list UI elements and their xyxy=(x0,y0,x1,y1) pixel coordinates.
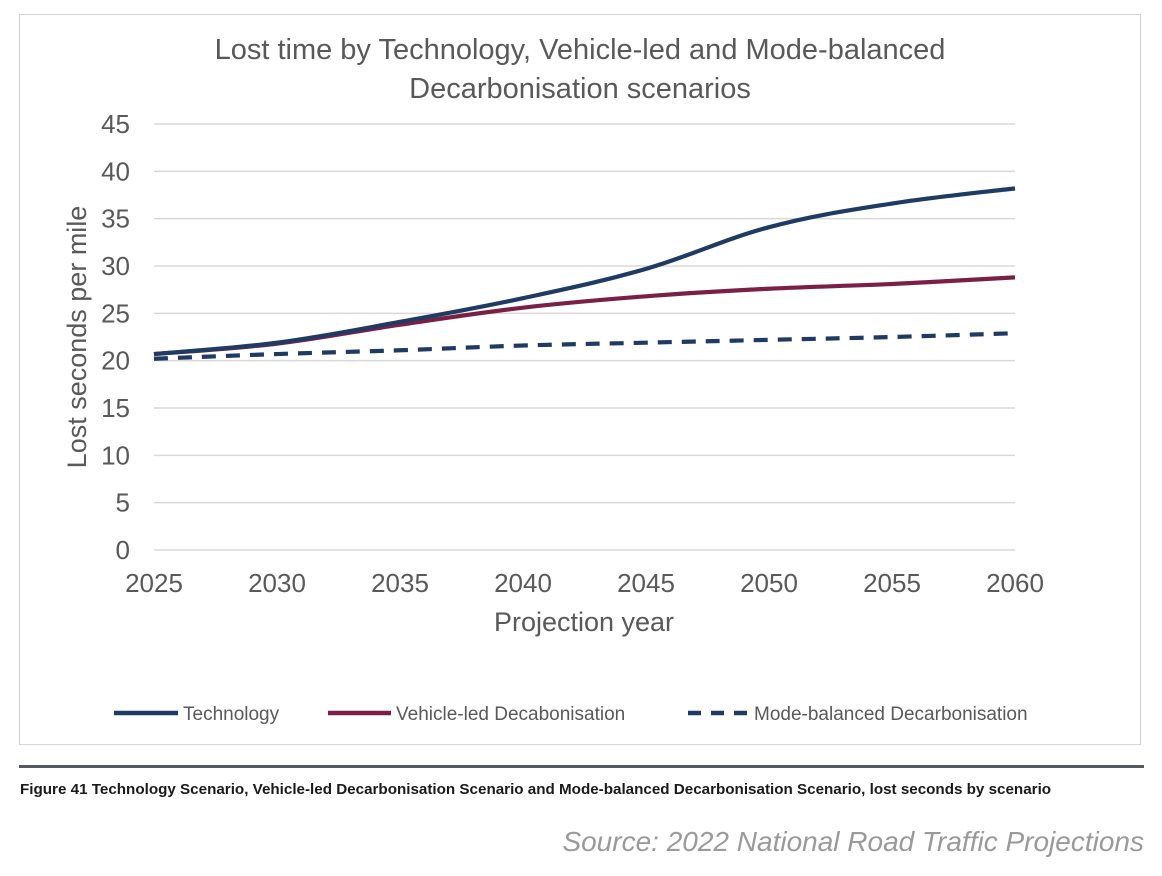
legend: Technology Vehicle-led Decabonisation Mode… xyxy=(114,704,1028,725)
x-tick-label: 2060 xyxy=(986,568,1044,598)
chart-title: Lost time by Technology, Vehicle-led and… xyxy=(215,34,946,105)
chart-title-line-1: Lost time by Technology, Vehicle-led and… xyxy=(215,34,946,66)
x-tick-label: 2030 xyxy=(248,568,306,598)
y-tick-label: 35 xyxy=(101,204,130,234)
x-axis-label: Projection year xyxy=(494,607,674,637)
series-line-technology xyxy=(153,186,1016,357)
caption-rule xyxy=(19,765,1144,768)
gridlines xyxy=(154,123,1015,551)
x-tick-label: 2050 xyxy=(740,568,798,598)
chart-frame xyxy=(19,14,1141,745)
x-tick-label: 2045 xyxy=(617,568,675,598)
y-tick-label: 15 xyxy=(101,393,130,423)
x-tick-label: 2025 xyxy=(125,568,183,598)
legend-label: Technology xyxy=(183,704,280,725)
y-tick-label: 5 xyxy=(116,488,130,518)
source-note: Source: 2022 National Road Traffic Proje… xyxy=(562,826,1144,857)
y-tick-label: 10 xyxy=(101,440,130,470)
y-tick-label: 20 xyxy=(101,346,130,376)
y-axis-label: Lost seconds per mile xyxy=(62,206,92,469)
y-tick-label: 0 xyxy=(116,535,130,565)
line-chart: Lost time by Technology, Vehicle-led and… xyxy=(62,34,1044,725)
x-tick-label: 2040 xyxy=(494,568,552,598)
x-axis-ticks: 2025 2030 2035 2040 2045 2050 2055 2060 xyxy=(125,568,1044,598)
series-lines xyxy=(153,186,1016,361)
chart-title-line-2: Decarbonisation scenarios xyxy=(409,73,751,105)
y-tick-label: 25 xyxy=(101,298,130,328)
y-tick-label: 30 xyxy=(101,251,130,281)
y-axis-ticks: 0 5 10 15 20 25 30 35 40 45 xyxy=(101,109,130,565)
y-tick-label: 45 xyxy=(101,109,130,139)
x-tick-label: 2035 xyxy=(371,568,429,598)
x-tick-label: 2055 xyxy=(863,568,921,598)
figure-caption: Figure 41 Technology Scenario, Vehicle-l… xyxy=(20,781,1052,798)
legend-label: Vehicle-led Decabonisation xyxy=(396,704,625,725)
legend-label: Mode-balanced Decarbonisation xyxy=(754,704,1028,725)
series-line-mode-balanced-decarbonisation xyxy=(153,331,1016,361)
y-tick-label: 40 xyxy=(101,156,130,186)
